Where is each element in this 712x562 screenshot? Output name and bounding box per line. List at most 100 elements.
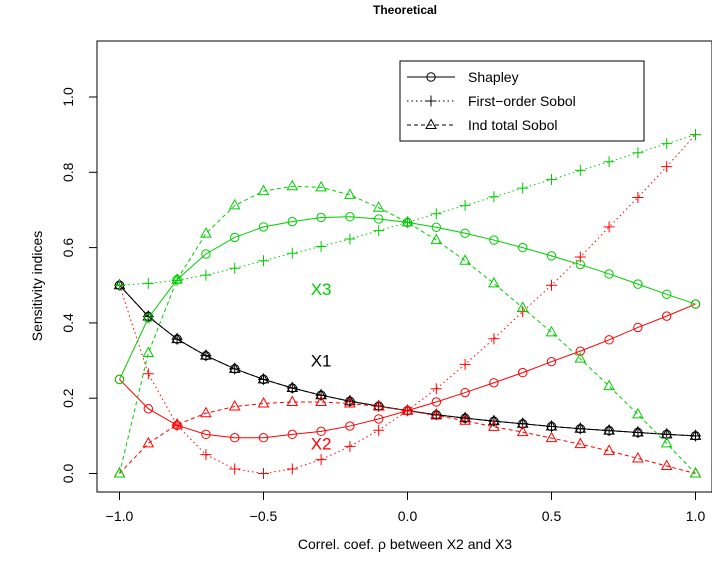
data-point — [430, 408, 443, 420]
legend-label: Ind total Sobol — [468, 117, 558, 133]
data-point — [545, 419, 558, 431]
data-point — [228, 198, 241, 210]
series-x3-triangle — [113, 179, 702, 478]
data-point — [546, 173, 557, 185]
data-point — [114, 374, 125, 385]
data-point — [113, 466, 126, 478]
data-point — [258, 255, 269, 267]
legend: Shapley First−order Sobol Ind total Sobol — [399, 60, 645, 142]
x-axis-label: Correl. coef. ρ between X2 and X3 — [298, 536, 512, 552]
data-point — [258, 433, 269, 443]
data-point — [459, 411, 471, 423]
data-point — [516, 301, 529, 312]
data-point — [633, 279, 643, 289]
data-point — [401, 404, 414, 415]
y-tick-label: 0.6 — [60, 238, 76, 258]
data-point — [315, 388, 327, 400]
data-point — [604, 269, 614, 279]
x-axis: −1.0 −0.5 0.0 0.5 1.0 — [106, 492, 706, 524]
series-line — [119, 401, 696, 474]
x-tick-label: 1.0 — [686, 508, 706, 524]
data-point — [374, 214, 384, 224]
data-point — [258, 468, 269, 479]
annotations: X3 X1 X2 — [311, 280, 332, 453]
data-point — [603, 444, 615, 455]
data-point — [459, 358, 471, 370]
data-point — [286, 395, 299, 406]
chart-title: Theoretical — [373, 3, 437, 17]
data-point — [315, 454, 327, 466]
data-point — [200, 449, 212, 461]
data-point — [401, 215, 414, 227]
data-point — [489, 378, 499, 388]
data-point — [574, 352, 587, 363]
series-x2-circle — [114, 299, 701, 443]
data-point — [546, 279, 557, 291]
data-point — [143, 313, 154, 323]
data-point — [257, 372, 270, 384]
data-point — [518, 242, 528, 253]
data-point — [431, 222, 441, 232]
data-point — [661, 161, 673, 173]
legend-marker — [426, 72, 436, 82]
data-point — [603, 221, 615, 233]
data-point — [488, 414, 500, 426]
data-point — [286, 179, 299, 191]
data-point — [114, 279, 125, 291]
data-point — [171, 273, 183, 284]
data-point — [373, 424, 385, 436]
y-tick-label: 0.0 — [60, 464, 76, 484]
x-tick-label: 0.0 — [398, 508, 418, 524]
y-axis: 0.0 0.2 0.4 0.6 0.8 1.0 — [60, 87, 97, 483]
data-point — [545, 431, 558, 443]
data-point — [257, 396, 270, 408]
data-point — [604, 335, 614, 345]
data-point — [689, 466, 702, 478]
y-tick-label: 1.0 — [60, 87, 76, 107]
data-point — [228, 399, 241, 411]
data-point — [286, 463, 298, 475]
data-point — [431, 397, 441, 407]
series-x1-circle — [114, 280, 701, 441]
annotation-x3: X3 — [311, 280, 332, 299]
data-point — [230, 232, 240, 243]
data-point — [142, 368, 154, 380]
data-point — [603, 379, 615, 391]
legend-box — [399, 60, 645, 142]
data-point — [546, 251, 557, 261]
data-point — [344, 394, 356, 406]
data-point — [662, 311, 672, 321]
data-point — [603, 424, 615, 435]
data-point — [142, 346, 155, 358]
data-point — [632, 147, 644, 159]
data-point — [201, 429, 211, 440]
data-point — [230, 433, 240, 443]
data-point — [574, 422, 587, 433]
data-point — [460, 387, 470, 398]
data-point — [344, 440, 356, 452]
data-point — [344, 396, 356, 408]
data-point — [142, 277, 154, 289]
legend-marker — [425, 95, 437, 107]
annotation-x1: X1 — [311, 352, 332, 371]
legend-label: Shapley — [468, 69, 519, 85]
data-point — [344, 233, 356, 245]
data-point — [574, 437, 587, 449]
data-point — [200, 349, 212, 360]
data-point — [287, 429, 297, 440]
data-point — [689, 466, 702, 478]
data-point — [258, 222, 269, 232]
data-point — [632, 425, 644, 437]
y-tick-label: 0.4 — [60, 313, 76, 333]
data-point — [316, 212, 326, 223]
data-point — [516, 425, 529, 437]
data-point — [430, 208, 442, 220]
data-point — [316, 426, 326, 437]
data-point — [229, 262, 241, 274]
series-x3-plus — [114, 129, 701, 291]
data-point — [575, 346, 585, 356]
data-point — [200, 269, 212, 281]
data-point — [603, 156, 615, 168]
series-line — [119, 134, 696, 286]
